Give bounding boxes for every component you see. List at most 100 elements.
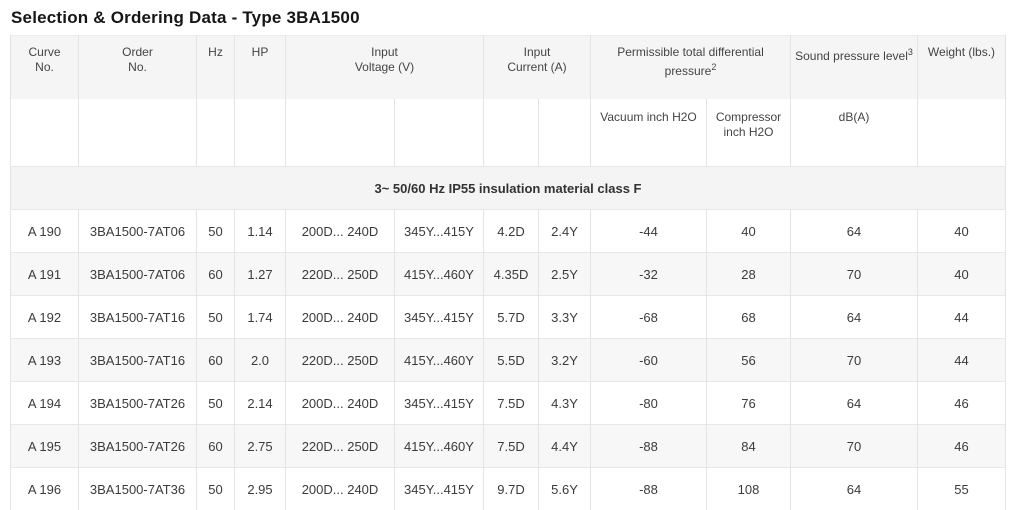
table-row: A 193 3BA1500-7AT16 60 2.0 220D... 250D … [10,338,1006,382]
cell-hp: 2.0 [234,338,286,382]
cell-current-delta: 7.5D [483,381,539,425]
table-row: A 196 3BA1500-7AT36 50 2.95 200D... 240D… [10,467,1006,510]
cell-compressor-pressure: 108 [706,467,791,510]
cell-order-no: 3BA1500-7AT16 [78,338,197,382]
cell-hp: 1.74 [234,295,286,339]
cell-voltage-delta: 220D... 250D [285,338,395,382]
cell-curve-no: A 191 [10,252,79,296]
cell-voltage-delta: 200D... 240D [285,209,395,253]
cell-voltage-star: 345Y...415Y [394,209,484,253]
cell-order-no: 3BA1500-7AT36 [78,467,197,510]
cell-curve-no: A 194 [10,381,79,425]
cell-voltage-star: 415Y...460Y [394,338,484,382]
cell-voltage-star: 415Y...460Y [394,252,484,296]
table-row: A 190 3BA1500-7AT06 50 1.14 200D... 240D… [10,209,1006,253]
cell-weight: 46 [917,424,1006,468]
cell-current-delta: 4.35D [483,252,539,296]
cell-curve-no: A 192 [10,295,79,339]
subheader-vacuum: Vacuum inch H2O [590,99,707,167]
col-header-permissible-pressure: Permissible total differential pressure2 [590,35,791,99]
cell-current-star: 4.4Y [538,424,591,468]
sound-pressure-label: Sound pressure level [795,49,908,63]
footnote-ref-3: 3 [907,47,913,57]
cell-hp: 1.27 [234,252,286,296]
cell-current-delta: 7.5D [483,424,539,468]
table-row: A 192 3BA1500-7AT16 50 1.74 200D... 240D… [10,295,1006,339]
cell-hp: 1.14 [234,209,286,253]
cell-current-star: 2.5Y [538,252,591,296]
cell-hz: 50 [196,467,235,510]
cell-curve-no: A 190 [10,209,79,253]
cell-weight: 40 [917,209,1006,253]
cell-order-no: 3BA1500-7AT26 [78,424,197,468]
cell-voltage-delta: 220D... 250D [285,252,395,296]
cell-voltage-delta: 200D... 240D [285,467,395,510]
cell-voltage-delta: 220D... 250D [285,424,395,468]
col-header-hp: HP [234,35,286,99]
cell-sound-level: 64 [790,467,918,510]
subheader-empty-order [78,99,197,167]
cell-voltage-star: 415Y...460Y [394,424,484,468]
cell-voltage-delta: 200D... 240D [285,381,395,425]
permissible-pressure-label: Permissible total differential pressure [617,45,764,78]
cell-voltage-star: 345Y...415Y [394,381,484,425]
cell-vacuum-pressure: -80 [590,381,707,425]
cell-compressor-pressure: 40 [706,209,791,253]
cell-sound-level: 64 [790,295,918,339]
cell-hp: 2.75 [234,424,286,468]
cell-compressor-pressure: 28 [706,252,791,296]
cell-vacuum-pressure: -68 [590,295,707,339]
cell-vacuum-pressure: -60 [590,338,707,382]
subheader-empty-voltage-star [394,99,484,167]
cell-compressor-pressure: 76 [706,381,791,425]
cell-hp: 2.14 [234,381,286,425]
cell-weight: 55 [917,467,1006,510]
footnote-ref-2: 2 [711,62,717,72]
subheader-empty-curve [10,99,79,167]
table-row: A 194 3BA1500-7AT26 50 2.14 200D... 240D… [10,381,1006,425]
cell-compressor-pressure: 68 [706,295,791,339]
cell-current-star: 2.4Y [538,209,591,253]
cell-current-delta: 5.5D [483,338,539,382]
cell-hz: 50 [196,295,235,339]
subheader-empty-hp [234,99,286,167]
selection-ordering-table: Curve No. Order No. Hz HP Input Voltage … [10,35,1006,510]
cell-vacuum-pressure: -44 [590,209,707,253]
table-subheader-row: Vacuum inch H2O Compressor inch H2O dB(A… [10,99,1006,167]
cell-vacuum-pressure: -88 [590,424,707,468]
cell-compressor-pressure: 84 [706,424,791,468]
cell-voltage-star: 345Y...415Y [394,295,484,339]
cell-order-no: 3BA1500-7AT26 [78,381,197,425]
table-row: A 191 3BA1500-7AT06 60 1.27 220D... 250D… [10,252,1006,296]
col-header-sound-pressure: Sound pressure level3 [790,35,918,99]
cell-curve-no: A 193 [10,338,79,382]
cell-curve-no: A 195 [10,424,79,468]
subheader-empty-current-star [538,99,591,167]
cell-hz: 60 [196,424,235,468]
cell-voltage-star: 345Y...415Y [394,467,484,510]
col-header-hz: Hz [196,35,235,99]
cell-sound-level: 70 [790,338,918,382]
cell-voltage-delta: 200D... 240D [285,295,395,339]
cell-current-delta: 9.7D [483,467,539,510]
cell-current-star: 3.2Y [538,338,591,382]
cell-weight: 40 [917,252,1006,296]
cell-sound-level: 70 [790,252,918,296]
subheader-empty-voltage-delta [285,99,395,167]
cell-order-no: 3BA1500-7AT06 [78,252,197,296]
cell-sound-level: 70 [790,424,918,468]
cell-hz: 60 [196,252,235,296]
cell-order-no: 3BA1500-7AT16 [78,295,197,339]
cell-hp: 2.95 [234,467,286,510]
col-header-order-no: Order No. [78,35,197,99]
section-header-label: 3~ 50/60 Hz IP55 insulation material cla… [10,166,1006,210]
table-header-row: Curve No. Order No. Hz HP Input Voltage … [10,35,1006,99]
cell-hz: 50 [196,209,235,253]
page-title: Selection & Ordering Data - Type 3BA1500 [11,8,360,27]
subheader-empty-weight [917,99,1006,167]
cell-sound-level: 64 [790,381,918,425]
cell-weight: 44 [917,295,1006,339]
col-header-curve-no: Curve No. [10,35,79,99]
col-header-input-current: Input Current (A) [483,35,591,99]
subheader-empty-current-delta [483,99,539,167]
